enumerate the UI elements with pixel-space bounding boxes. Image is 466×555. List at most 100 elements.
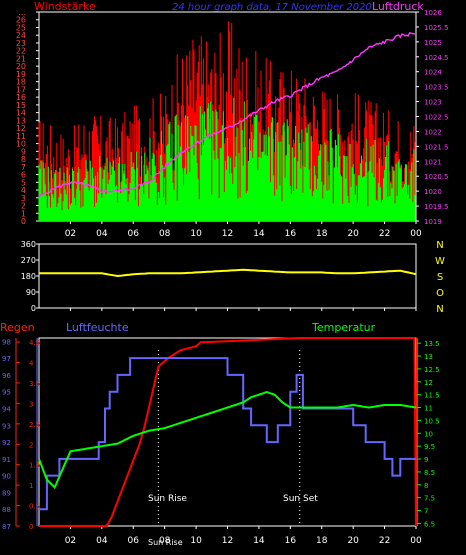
chart-title: 24 hour graph data, 17 November 2020 (172, 2, 372, 13)
temperature-tick-label: 8.5 (424, 469, 435, 477)
panel1-left-tick-label: 4 (21, 186, 26, 195)
panel3-x-tick-label: 20 (347, 536, 359, 546)
temperature-label: Temperatur (311, 321, 376, 334)
panel1-left-tick-label: 18 (16, 78, 26, 87)
panel1-right-tick-label: 1024.5 (424, 54, 449, 62)
panel1-x-tick-label: 08 (159, 229, 171, 239)
panel1-left-tick-label: 13 (16, 116, 26, 125)
panel1-right-tick-label: 1022 (424, 128, 442, 136)
panel2-left-tick-label: 90 (26, 288, 36, 297)
panel1-x-tick-label: 14 (253, 229, 265, 239)
panel1-left-tick-label: 0 (21, 217, 26, 226)
rain-humidity-temperature-panel: 00.511.522.533.544.587888990919293949596… (2, 337, 440, 546)
panel1-x-tick-label: 00 (410, 229, 422, 239)
rain-tick-label: 0 (29, 523, 33, 531)
panel1-left-tick-label: 2 (21, 202, 26, 211)
humidity-tick-label: 93 (2, 422, 11, 430)
panel1-left-tick-label: 24 (16, 31, 26, 40)
rain-tick-label: 4.5 (29, 339, 40, 347)
panel1-left-tick-label: 12 (16, 124, 26, 133)
panel1-right-tick-label: 1019.5 (424, 203, 449, 211)
humidity-tick-label: 94 (2, 406, 11, 414)
panel1-x-tick-label: 18 (316, 229, 328, 239)
panel1-right-tick-label: 1025.5 (424, 24, 449, 32)
humidity-tick-label: 97 (2, 355, 11, 363)
panel1-left-tick-label: 11 (16, 132, 26, 141)
panel1-left-tick-label: 7 (21, 163, 26, 172)
panel1-left-tick-label: 14 (16, 109, 26, 118)
humidity-tick-label: 95 (2, 389, 11, 397)
panel2-left-tick-label: 270 (21, 256, 36, 265)
panel1-right-tick-label: 1025 (424, 39, 442, 47)
panel1-left-tick-label: 5 (21, 178, 26, 187)
panel1-x-tick-label: 10 (190, 229, 202, 239)
panel3-x-tick-label: 00 (410, 536, 422, 546)
panel1-right-tick-label: 1020 (424, 188, 442, 196)
panel1-left-tick-label: 25 (16, 23, 26, 32)
panel1-left-tick-label: 8 (21, 155, 26, 164)
humidity-tick-label: 90 (2, 473, 11, 481)
panel1-left-tick-label: 20 (16, 62, 26, 71)
wind-direction-line (39, 268, 417, 278)
temperature-tick-label: 10.5 (424, 417, 440, 425)
panel2-left-tick-label: 180 (21, 272, 36, 281)
panel1-left-tick-label: 26 (16, 16, 26, 25)
panel1-right-tick-label: 1021.5 (424, 143, 449, 151)
panel1-right-tick-label: 1023 (424, 99, 442, 107)
panel2-right-tick-label: W (435, 256, 445, 267)
panel3-x-tick-label: 04 (96, 536, 108, 546)
temperature-tick-label: 11.5 (424, 392, 440, 400)
panel1-left-tick-label: 3 (21, 194, 26, 203)
panel3-x-tick-label: 18 (316, 536, 328, 546)
temperature-tick-label: 8 (424, 482, 428, 490)
panel1-left-tick-label: 19 (16, 70, 26, 79)
panel1-left-tick-label: 9 (21, 147, 26, 156)
panel1-x-tick-label: 12 (222, 229, 233, 239)
humidity-tick-label: 89 (2, 489, 11, 497)
panel1-left-tick-label: 1 (21, 209, 26, 218)
panel3-x-tick-label: 08 (159, 536, 171, 546)
rain-tick-label: 2.5 (29, 421, 40, 429)
panel1-left-tick-label: 22 (16, 47, 26, 56)
rain-tick-label: 1 (29, 482, 33, 490)
wind-pressure-panel: 0123456789101112131415161718192021222324… (16, 8, 449, 239)
wind-bars (38, 97, 416, 221)
rain-label: Regen (0, 321, 35, 334)
panel1-x-tick-label: 04 (96, 229, 108, 239)
panel3-x-tick-label: 02 (65, 536, 76, 546)
panel1-right-tick-label: 1026 (424, 9, 442, 17)
temperature-tick-label: 7.5 (424, 495, 435, 503)
temperature-tick-label: 7 (424, 508, 428, 516)
pressure-label: Luftdruck (372, 0, 424, 13)
panel1-x-tick-label: 22 (379, 229, 390, 239)
panel1-x-tick-label: 16 (285, 229, 297, 239)
sun-rise-label: Sun Rise (148, 494, 187, 504)
panel1-right-tick-label: 1024 (424, 69, 442, 77)
rain-tick-label: 0.5 (29, 503, 40, 511)
panel3-x-tick-label: 12 (222, 536, 233, 546)
humidity-line (39, 357, 416, 511)
panel2-left-tick-label: 360 (21, 240, 36, 249)
panel2-right-tick-label: N (436, 304, 443, 315)
humidity-label: Luftfeuchte (66, 321, 129, 334)
temperature-line (38, 391, 417, 490)
pressure-line (38, 31, 417, 198)
sun-set-label: Sun Set (283, 494, 318, 504)
panel3-x-tick-label: 16 (285, 536, 297, 546)
panel1-right-tick-label: 1022.5 (424, 114, 449, 122)
rain-tick-label: 3.5 (29, 380, 40, 388)
panel1-left-tick-label: 15 (16, 101, 26, 110)
sun-rise-time-label: Sun Rise (148, 538, 183, 547)
panel3-x-tick-label: 06 (128, 536, 140, 546)
temperature-tick-label: 13.5 (424, 340, 440, 348)
temperature-tick-label: 10 (424, 430, 433, 438)
humidity-tick-label: 87 (2, 523, 11, 531)
panel1-right-tick-label: 1020.5 (424, 173, 449, 181)
rain-tick-label: 4 (29, 360, 34, 368)
temperature-tick-label: 12 (424, 379, 433, 387)
panel1-right-tick-label: 1023.5 (424, 84, 449, 92)
rain-tick-label: 1.5 (29, 462, 40, 470)
